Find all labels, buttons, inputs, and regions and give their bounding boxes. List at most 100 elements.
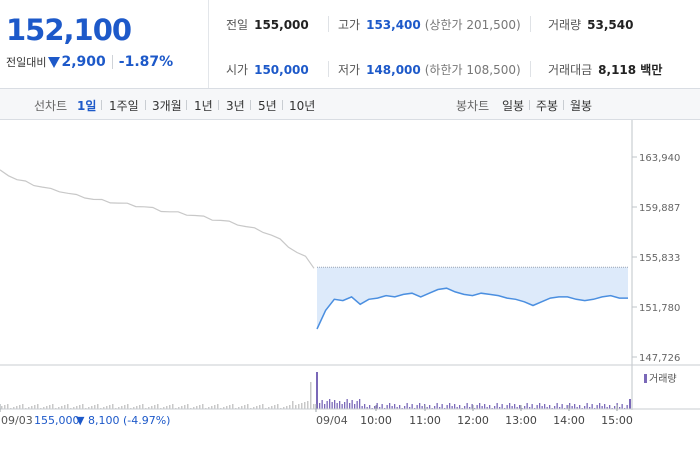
volume-bar (389, 403, 391, 409)
tab-1w[interactable]: 1주일 (109, 99, 139, 113)
tab-1y[interactable]: 1년 (194, 99, 213, 113)
tab-1d[interactable]: 1일 (77, 99, 97, 113)
divider (111, 55, 113, 69)
volume-bar (466, 403, 468, 409)
volume-bar (604, 404, 606, 409)
volume-bar (136, 406, 138, 409)
volume-bar (489, 405, 491, 409)
volume-bar (439, 407, 441, 409)
volume-bar (211, 406, 213, 409)
volume-bar (449, 403, 451, 409)
volume-bar (199, 405, 201, 409)
tab-10y[interactable]: 10년 (289, 99, 316, 113)
volume-bar (271, 406, 273, 409)
stat-value: 153,400 (366, 18, 421, 32)
volume-bar (154, 405, 156, 409)
volume-bar (561, 404, 563, 409)
volume-bar (359, 399, 361, 409)
volume-bar (376, 403, 378, 409)
volume-bar (481, 406, 483, 409)
stat-open: 시가 150,000 (226, 61, 309, 78)
volume-bar (324, 404, 326, 409)
volume-bar (369, 405, 371, 409)
tab-3m[interactable]: 3개월 (152, 99, 182, 113)
divider (530, 16, 531, 32)
x-tick-label: 14:00 (553, 414, 585, 427)
volume-bar (22, 404, 24, 409)
volume-bar (374, 406, 376, 409)
volume-bar (331, 402, 333, 409)
volume-bar (82, 404, 84, 409)
volume-bar (229, 405, 231, 409)
tab-3y[interactable]: 3년 (226, 99, 245, 113)
tab-monthly[interactable]: 월봉 (570, 99, 593, 113)
volume-bar (554, 406, 556, 409)
tab-daily[interactable]: 일봉 (502, 99, 525, 113)
volume-bar (454, 404, 456, 409)
divider (186, 100, 187, 110)
volume-bar (301, 403, 303, 409)
x-tick-label: 10:00 (360, 414, 392, 427)
volume-bar (157, 404, 159, 409)
volume-bar (426, 407, 428, 409)
volume-bar (295, 405, 297, 409)
volume-bar (364, 404, 366, 409)
volume-legend-label: 거래량 (649, 373, 677, 385)
volume-bar (456, 407, 458, 409)
volume-bar (379, 407, 381, 409)
volume-bar (559, 407, 561, 409)
volume-bars (1, 372, 631, 409)
volume-bar (394, 404, 396, 409)
volume-bar (163, 407, 165, 409)
volume-bar (178, 407, 180, 409)
volume-bar (43, 407, 45, 409)
x-tick-label: 15:00 (601, 414, 633, 427)
volume-bar (166, 406, 168, 409)
tab-5y[interactable]: 5년 (258, 99, 277, 113)
volume-bar (193, 407, 195, 409)
volume-bar (531, 404, 533, 409)
divider (328, 61, 329, 77)
tab-weekly[interactable]: 주봉 (536, 99, 559, 113)
volume-bar (459, 405, 461, 409)
volume-bar (79, 405, 81, 409)
prev-day-line (0, 169, 315, 269)
volume-bar (391, 406, 393, 409)
today-series (316, 266, 628, 330)
volume-bar (142, 404, 144, 409)
volume-bar (103, 407, 105, 409)
volume-bar (4, 405, 6, 409)
volume-bar (127, 404, 129, 409)
period-tabs: 선차트 1일 1주일 3개월 1년 3년 5년 10년 봉차트 일봉 주봉 월봉 (0, 89, 700, 120)
volume-bar (31, 406, 33, 409)
volume-bar (109, 405, 111, 409)
volume-bar (262, 404, 264, 409)
volume-bar (329, 399, 331, 409)
volume-bar (484, 404, 486, 409)
stat-label: 거래량 (548, 18, 582, 32)
volume-bar (606, 407, 608, 409)
stat-value: 150,000 (254, 63, 309, 77)
volume-bar (619, 407, 621, 409)
volume-bar (196, 406, 198, 409)
volume-bar (344, 402, 346, 409)
upper-limit: (상한가 201,500) (424, 18, 521, 32)
x-tick-label: 12:00 (457, 414, 489, 427)
volume-bar (334, 400, 336, 409)
volume-bar (541, 406, 543, 409)
x-tick-label: 13:00 (505, 414, 537, 427)
volume-bar (486, 407, 488, 409)
volume-bar (479, 403, 481, 409)
divider (250, 100, 251, 110)
volume-bar (576, 407, 578, 409)
volume-bar (217, 404, 219, 409)
volume-bar (16, 406, 18, 409)
candle-chart-label: 봉차트 (456, 99, 490, 113)
volume-bar (112, 404, 114, 409)
stat-label: 시가 (226, 63, 249, 77)
volume-bar (34, 405, 36, 409)
quote-header: 152,100 전일대비 2,900 -1.87% 전일 155,000 고가 15… (0, 0, 700, 89)
down-triangle-icon (48, 56, 61, 68)
divider (101, 100, 102, 110)
volume-bar (546, 407, 548, 409)
